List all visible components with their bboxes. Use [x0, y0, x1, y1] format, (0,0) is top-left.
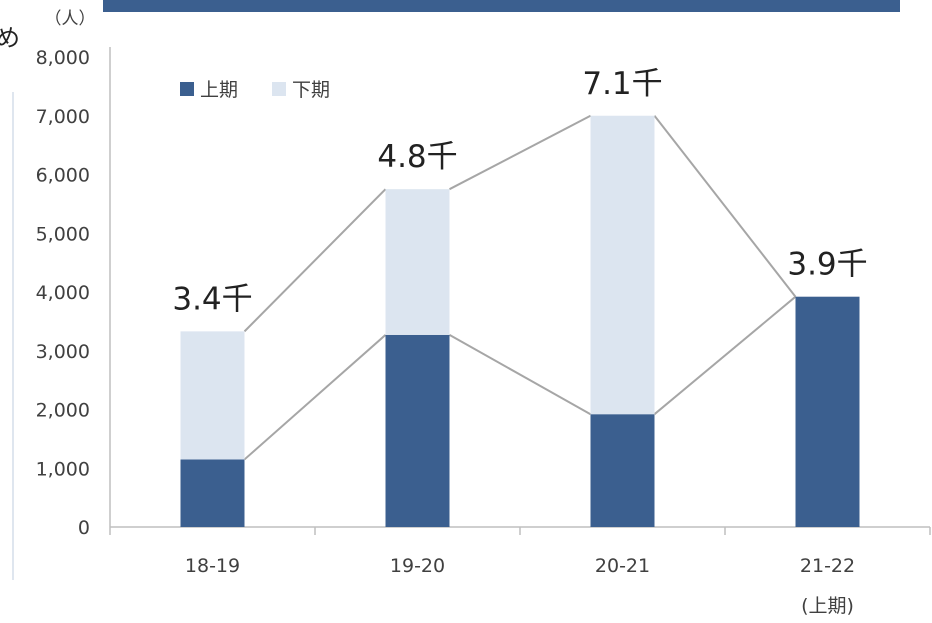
connector-line-lower	[653, 295, 797, 415]
legend-label: 上期	[200, 79, 238, 101]
bar-segment-上期	[385, 334, 450, 527]
left-panel-border	[12, 92, 14, 580]
bar-segment-下期	[385, 189, 450, 335]
y-tick-label: 3,000	[36, 341, 90, 363]
y-tick-label: 1,000	[36, 458, 90, 480]
y-tick-label: 4,000	[36, 282, 90, 304]
total-label: 7.1千	[582, 66, 662, 102]
bar-segment-下期	[180, 331, 245, 460]
legend-label: 下期	[292, 79, 330, 101]
legend-swatch	[180, 82, 194, 96]
bar-segment-上期	[180, 459, 245, 527]
cropped-text: め	[0, 24, 20, 52]
x-tick-sublabel: (上期)	[801, 595, 854, 617]
x-tick-label: 21-22	[800, 555, 855, 577]
connector-line-lower	[449, 334, 591, 416]
y-tick-label: 8,000	[36, 47, 90, 69]
connector-line-upper	[449, 114, 591, 191]
legend-swatch	[272, 82, 286, 96]
bar-segment-上期	[590, 414, 655, 527]
connector-line-upper	[243, 188, 387, 333]
header-bar	[103, 0, 900, 12]
x-tick-label: 20-21	[595, 555, 650, 577]
x-tick-label: 18-19	[185, 555, 240, 577]
total-label: 3.4千	[172, 281, 252, 317]
y-axis-unit: （人）	[45, 9, 96, 29]
connector-line-upper	[653, 115, 797, 298]
bar-segment-上期	[795, 296, 860, 527]
y-tick-label: 5,000	[36, 223, 90, 245]
total-label: 3.9千	[787, 247, 867, 283]
y-tick-label: 6,000	[36, 165, 90, 187]
y-tick-label: 2,000	[36, 400, 90, 422]
connector-line-lower	[243, 334, 387, 461]
total-label: 4.8千	[377, 139, 457, 175]
y-tick-label: 7,000	[36, 106, 90, 128]
x-tick-label: 19-20	[390, 555, 445, 577]
y-tick-label: 0	[78, 517, 90, 539]
bar-segment-下期	[590, 115, 655, 415]
